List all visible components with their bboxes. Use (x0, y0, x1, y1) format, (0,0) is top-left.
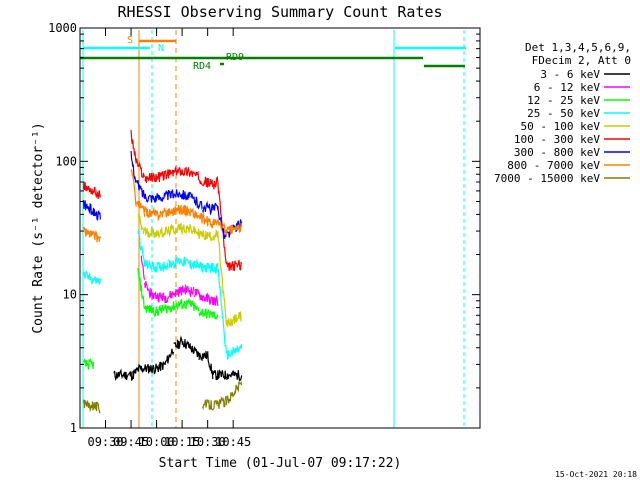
legend-header: FDecim 2, Att 0 (532, 54, 631, 67)
legend: Det 1,3,4,5,6,9,FDecim 2, Att 03 - 6 keV… (494, 41, 631, 185)
chart-title: RHESSI Observing Summary Count Rates (117, 3, 442, 21)
y-tick-label: 1000 (48, 21, 77, 35)
plot-frame (79, 27, 481, 429)
x-axis-label: Start Time (01-Jul-07 09:17:22) (159, 456, 402, 471)
y-axis-label: Count Rate (s⁻¹ detector⁻¹) (31, 122, 46, 333)
x-tick-label: 09:45 (113, 435, 149, 449)
y-tick-label: 100 (55, 154, 77, 168)
flag-label: S (127, 35, 133, 46)
series-line-8 (82, 380, 243, 414)
x-tick-label: 10:15 (164, 435, 200, 449)
x-tick-label: 10:30 (190, 435, 226, 449)
legend-header: Det 1,3,4,5,6,9, (525, 41, 631, 54)
x-tick-label: 09:30 (87, 435, 123, 449)
timestamp: 15-Oct-2021 20:18 (555, 470, 637, 479)
y-tick-label: 1 (70, 421, 77, 435)
series-line-0 (113, 335, 243, 382)
legend-label: 6 - 12 keV (534, 81, 601, 94)
legend-label: 7000 - 15000 keV (494, 172, 600, 185)
y-tick-label: 10 (63, 288, 77, 302)
series-line-4 (137, 213, 243, 328)
series-line-5 (82, 129, 243, 272)
series-line-1 (140, 255, 219, 307)
legend-label: 300 - 800 keV (514, 146, 600, 159)
legend-label: 12 - 25 keV (527, 94, 600, 107)
flag-label: N (158, 43, 164, 54)
series-line-7 (82, 169, 243, 243)
plot-area: S N RD4 RD9 (80, 30, 466, 428)
series-line-3 (82, 229, 243, 360)
legend-label: 800 - 7000 keV (507, 159, 600, 172)
series-line-2 (82, 267, 219, 370)
legend-label: 50 - 100 keV (521, 120, 601, 133)
legend-label: 100 - 300 keV (514, 133, 600, 146)
x-tick-label: 10:45 (215, 435, 251, 449)
flag-label: RD4 (193, 61, 211, 72)
legend-label: 25 - 50 keV (527, 107, 600, 120)
x-tick-label: 10:00 (139, 435, 175, 449)
flag-label: RD9 (226, 52, 244, 63)
legend-label: 3 - 6 keV (540, 68, 600, 81)
